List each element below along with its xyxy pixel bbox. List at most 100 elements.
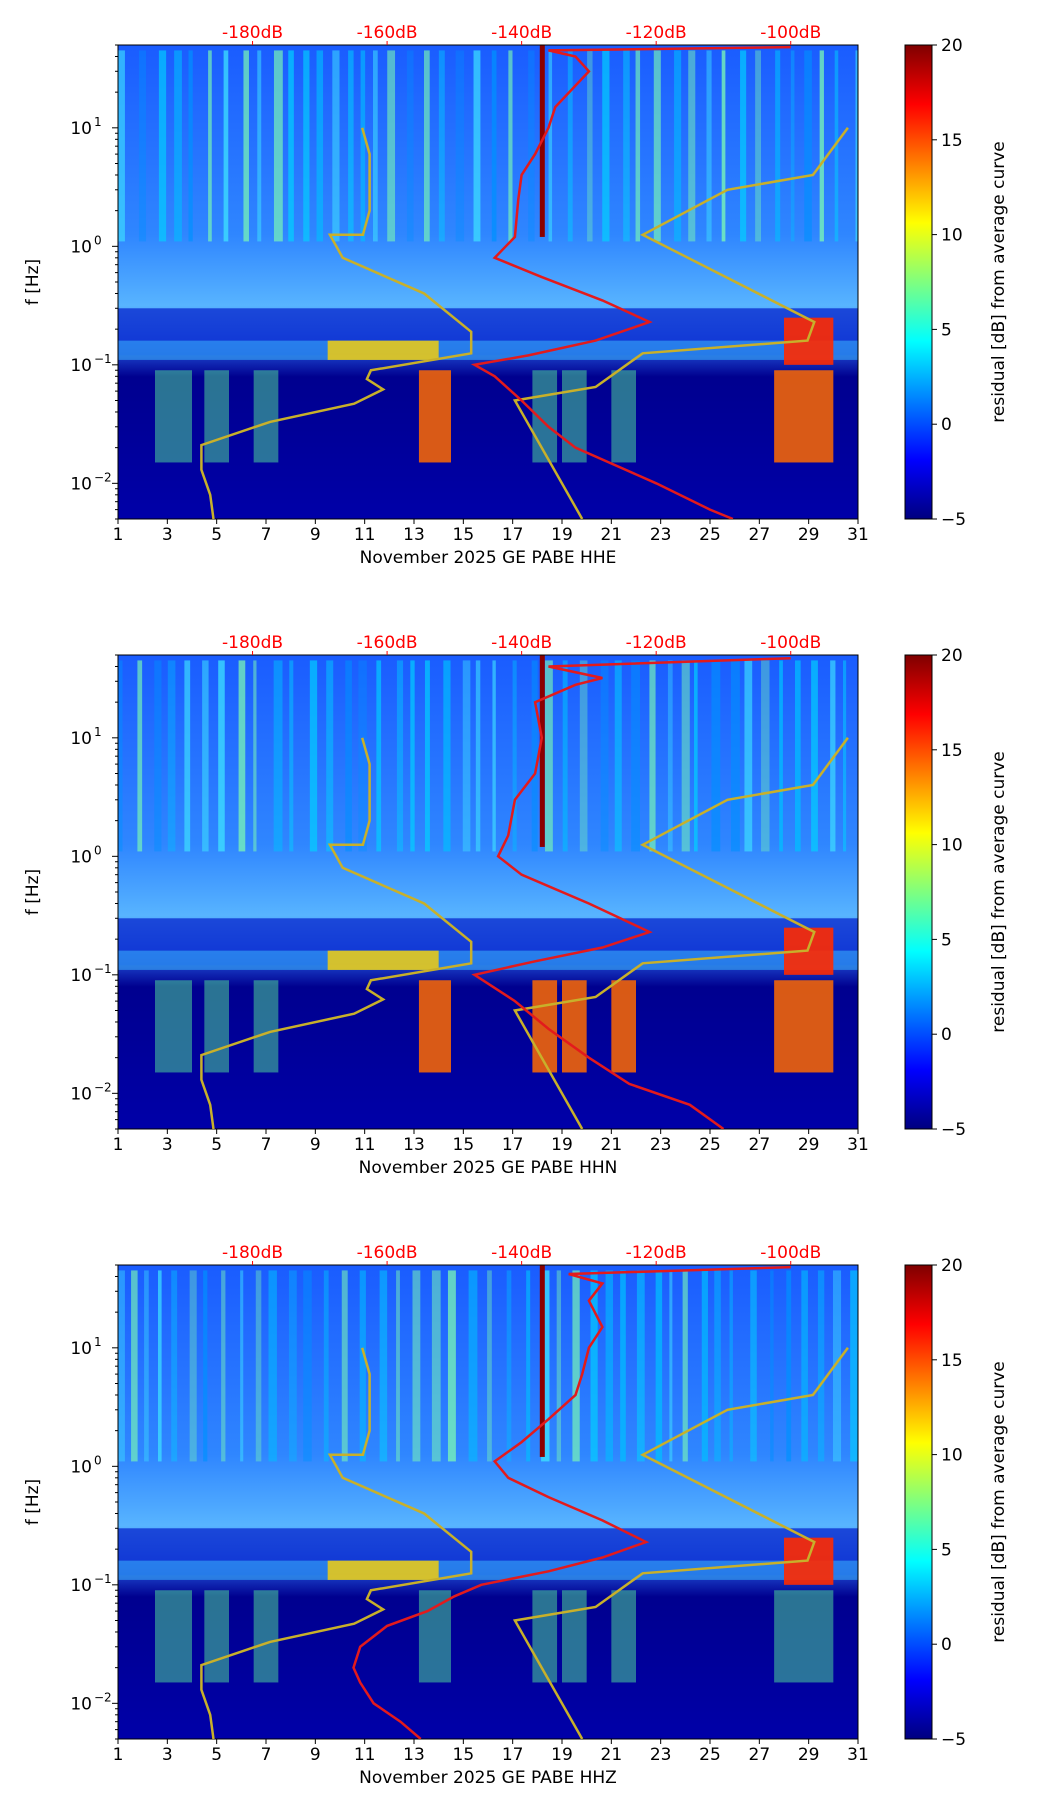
x-tick-label: 13 xyxy=(403,1135,425,1155)
colorbar-tick-label: 5 xyxy=(941,320,952,340)
x-axis-label: November 2025 GE PABE HHZ xyxy=(359,1768,617,1788)
x-tick-label: 21 xyxy=(601,1745,623,1765)
top-tick-label: -120dB xyxy=(626,633,687,653)
colorbar-tick-label: −5 xyxy=(941,510,966,530)
spectrogram-image xyxy=(118,655,858,1129)
colorbar-tick-label: 10 xyxy=(941,836,963,856)
y-tick-label: 10 xyxy=(70,1084,92,1104)
x-tick-label: 27 xyxy=(749,1745,771,1765)
x-tick-label: 11 xyxy=(354,1135,376,1155)
y-axis-label: f [Hz] xyxy=(23,259,43,305)
y-tick-label: 10 xyxy=(70,966,92,986)
x-tick-label: 3 xyxy=(162,1745,173,1765)
y-tick-label: 10 xyxy=(70,729,92,749)
x-tick-label: 7 xyxy=(261,1745,272,1765)
colorbar-label: residual [dB] from average curve xyxy=(989,1361,1009,1642)
top-tick-label: -180dB xyxy=(222,633,283,653)
top-tick-label: -120dB xyxy=(626,1243,687,1263)
x-tick-label: 29 xyxy=(798,1745,820,1765)
x-tick-label: 9 xyxy=(310,525,321,545)
x-tick-label: 9 xyxy=(310,1745,321,1765)
x-axis-label: November 2025 GE PABE HHE xyxy=(360,548,617,568)
x-tick-label: 19 xyxy=(551,1745,573,1765)
top-tick-label: -140dB xyxy=(491,1243,552,1263)
y-tick-exponent: −2 xyxy=(94,1690,112,1704)
x-tick-label: 1 xyxy=(113,1135,124,1155)
top-tick-label: -180dB xyxy=(222,1243,283,1263)
y-tick-exponent: −1 xyxy=(94,352,112,366)
y-tick-label: 10 xyxy=(70,356,92,376)
x-tick-label: 11 xyxy=(354,1745,376,1765)
x-tick-label: 23 xyxy=(650,1745,672,1765)
x-tick-label: 15 xyxy=(453,1745,475,1765)
top-tick-label: -140dB xyxy=(491,633,552,653)
y-tick-exponent: −1 xyxy=(94,962,112,976)
x-tick-label: 27 xyxy=(749,525,771,545)
noise-model-high-line xyxy=(512,127,849,519)
x-tick-label: 25 xyxy=(699,1135,721,1155)
y-tick-exponent: 1 xyxy=(94,725,102,739)
x-tick-label: 5 xyxy=(211,1745,222,1765)
x-tick-label: 7 xyxy=(261,1135,272,1155)
noise-model-high-line xyxy=(512,737,849,1129)
colorbar-tick-label: 0 xyxy=(941,1635,952,1655)
noise-model-low-line xyxy=(200,737,473,1129)
x-tick-label: 21 xyxy=(601,525,623,545)
colorbar-tick-label: 15 xyxy=(941,741,963,761)
x-tick-label: 17 xyxy=(502,1745,524,1765)
y-tick-exponent: −1 xyxy=(94,1572,112,1586)
top-tick-label: -100dB xyxy=(760,23,821,43)
colorbar-tick-label: 20 xyxy=(941,36,963,56)
y-tick-label: 10 xyxy=(70,237,92,257)
top-tick-label: -160dB xyxy=(357,1243,418,1263)
noise-model-high-line xyxy=(512,1347,849,1739)
x-tick-label: 31 xyxy=(847,1135,869,1155)
spectrogram-image xyxy=(118,45,858,519)
spectrogram-image xyxy=(118,1265,858,1739)
top-tick-label: -180dB xyxy=(222,23,283,43)
y-tick-label: 10 xyxy=(70,1339,92,1359)
x-tick-label: 23 xyxy=(650,1135,672,1155)
y-tick-exponent: 0 xyxy=(94,843,102,857)
x-tick-label: 13 xyxy=(403,1745,425,1765)
x-tick-label: 31 xyxy=(847,525,869,545)
y-tick-exponent: 0 xyxy=(94,233,102,247)
x-tick-label: 27 xyxy=(749,1135,771,1155)
colorbar xyxy=(904,1264,933,1740)
top-tick-label: -120dB xyxy=(626,23,687,43)
colorbar xyxy=(904,44,933,520)
x-tick-label: 1 xyxy=(113,1745,124,1765)
x-tick-label: 23 xyxy=(650,525,672,545)
colorbar-tick-label: 0 xyxy=(941,1025,952,1045)
colorbar-tick-label: 10 xyxy=(941,1446,963,1466)
y-tick-exponent: 1 xyxy=(94,1335,102,1349)
x-tick-label: 1 xyxy=(113,525,124,545)
x-tick-label: 29 xyxy=(798,525,820,545)
y-tick-label: 10 xyxy=(70,1457,92,1477)
x-tick-label: 25 xyxy=(699,525,721,545)
x-tick-label: 11 xyxy=(354,525,376,545)
y-tick-label: 10 xyxy=(70,847,92,867)
x-tick-label: 9 xyxy=(310,1135,321,1155)
x-tick-label: 19 xyxy=(551,525,573,545)
colorbar-label: residual [dB] from average curve xyxy=(989,141,1009,422)
y-tick-exponent: −2 xyxy=(94,1080,112,1094)
y-tick-exponent: 1 xyxy=(94,115,102,129)
x-tick-label: 15 xyxy=(453,525,475,545)
colorbar-tick-label: 20 xyxy=(941,1256,963,1276)
x-tick-label: 5 xyxy=(211,525,222,545)
top-tick-label: -160dB xyxy=(357,23,418,43)
top-tick-label: -100dB xyxy=(760,1243,821,1263)
colorbar-tick-label: 15 xyxy=(941,131,963,151)
y-tick-label: 10 xyxy=(70,119,92,139)
x-tick-label: 5 xyxy=(211,1135,222,1155)
colorbar-tick-label: 20 xyxy=(941,646,963,666)
y-tick-exponent: 0 xyxy=(94,1453,102,1467)
colorbar-tick-label: 15 xyxy=(941,1351,963,1371)
colorbar-tick-label: 5 xyxy=(941,930,952,950)
noise-model-low-line xyxy=(200,127,473,519)
colorbar-tick-label: 10 xyxy=(941,226,963,246)
